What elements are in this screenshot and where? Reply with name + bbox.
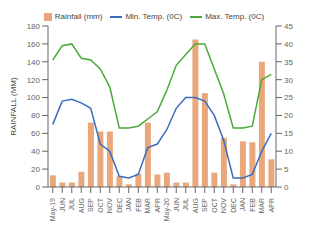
svg-text:JUL: JUL [68, 198, 75, 211]
html-text:Rainfall (mm): Rainfall (mm) [54, 12, 103, 21]
svg-text:10: 10 [284, 147, 293, 156]
svg-text:MAR: MAR [258, 198, 265, 214]
svg-text:100: 100 [27, 93, 41, 102]
svg-text:15: 15 [284, 129, 293, 138]
svg-text:35: 35 [284, 58, 293, 67]
svg-text:180: 180 [27, 22, 41, 31]
svg-text:AUG: AUG [78, 198, 85, 213]
svg-text:120: 120 [27, 76, 41, 85]
svg-text:APR: APR [268, 198, 275, 212]
svg-text:JAN: JAN [125, 198, 132, 211]
svg-text:DEC: DEC [230, 198, 237, 213]
svg-text:SEP: SEP [87, 198, 94, 212]
svg-text:0: 0 [36, 183, 41, 192]
svg-text:DEC: DEC [116, 198, 123, 213]
svg-text:JUL: JUL [182, 198, 189, 211]
svg-text:45: 45 [284, 22, 293, 31]
svg-text:20: 20 [284, 111, 293, 120]
svg-text:60: 60 [31, 129, 40, 138]
svg-text:JUN: JUN [173, 198, 180, 212]
svg-text:25: 25 [284, 93, 293, 102]
html-text:Max. Temp. (0C): Max. Temp. (0C) [205, 12, 265, 21]
svg-text:OCT: OCT [211, 197, 218, 213]
svg-text:NOV: NOV [220, 198, 227, 214]
svg-text:40: 40 [31, 147, 40, 156]
svg-text:FEB: FEB [249, 198, 256, 212]
svg-text:0: 0 [284, 183, 289, 192]
svg-text:NOV: NOV [106, 198, 113, 214]
svg-text:JAN: JAN [239, 198, 246, 211]
svg-text:20: 20 [31, 165, 40, 174]
svg-text:5: 5 [284, 165, 289, 174]
svg-text:May-20: May-20 [163, 198, 171, 221]
svg-text:RAINFALL (MM): RAINFALL (MM) [9, 77, 18, 136]
svg-text:30: 30 [284, 76, 293, 85]
svg-text:May-19: May-19 [49, 198, 57, 221]
svg-text:80: 80 [31, 111, 40, 120]
svg-text:FEB: FEB [135, 198, 142, 212]
svg-text:APR: APR [154, 198, 161, 212]
svg-text:MAR: MAR [144, 198, 151, 214]
svg-text:40: 40 [284, 40, 293, 49]
svg-text:JUN: JUN [59, 198, 66, 212]
svg-text:AUG: AUG [192, 198, 199, 213]
svg-text:SEP: SEP [201, 198, 208, 212]
html-text:Min. Temp. (0C): Min. Temp. (0C) [125, 12, 183, 21]
svg-text:140: 140 [27, 58, 41, 67]
svg-text:OCT: OCT [97, 197, 104, 213]
svg-text:160: 160 [27, 40, 41, 49]
